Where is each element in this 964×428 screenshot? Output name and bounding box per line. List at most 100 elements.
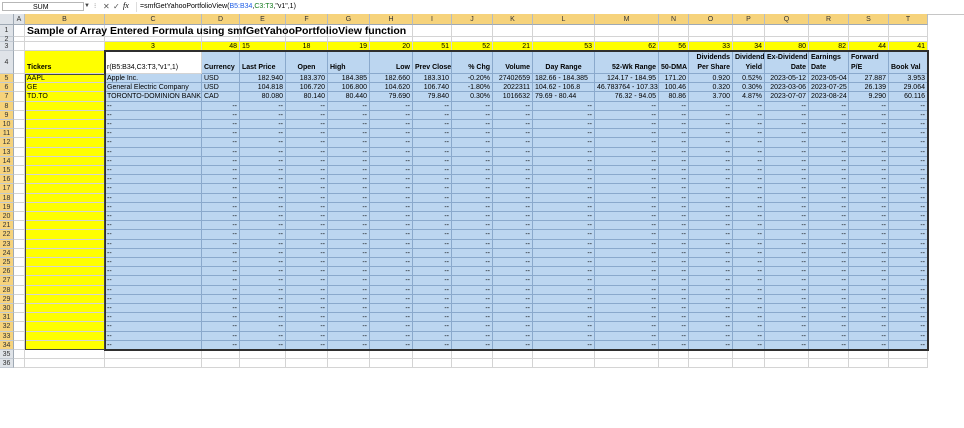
data-cell[interactable]: 80.440 xyxy=(328,92,370,102)
ticker-cell[interactable] xyxy=(25,248,105,258)
data-cell[interactable]: -- xyxy=(370,304,413,314)
row-header-21[interactable]: 21 xyxy=(0,221,14,231)
data-cell[interactable]: -- xyxy=(533,193,595,203)
data-cell[interactable]: -- xyxy=(413,304,452,314)
data-cell[interactable]: -- xyxy=(413,285,452,295)
row-header-6[interactable]: 6 xyxy=(0,83,14,93)
data-cell[interactable]: -- xyxy=(849,175,889,185)
data-cell[interactable]: 79.840 xyxy=(413,92,452,102)
data-cell[interactable]: -- xyxy=(595,147,659,157)
data-cell[interactable]: -- xyxy=(533,322,595,332)
data-cell[interactable]: -- xyxy=(659,156,689,166)
data-cell[interactable]: -- xyxy=(493,230,533,240)
data-cell[interactable]: -- xyxy=(328,230,370,240)
data-cell[interactable]: -- xyxy=(733,340,765,350)
field-code-cell[interactable]: 52 xyxy=(452,42,493,51)
data-cell[interactable]: -- xyxy=(286,340,328,350)
column-header-t[interactable]: T xyxy=(889,14,928,25)
cell[interactable] xyxy=(328,359,370,368)
data-cell[interactable]: -- xyxy=(889,184,928,194)
data-cell[interactable]: -- xyxy=(202,110,240,120)
cell[interactable] xyxy=(689,350,733,359)
data-cell[interactable]: 2023-03-06 xyxy=(765,83,809,93)
data-cell[interactable]: -- xyxy=(689,166,733,176)
cell[interactable] xyxy=(413,359,452,368)
data-cell[interactable]: -- xyxy=(105,212,202,222)
data-cell[interactable]: -- xyxy=(105,248,202,258)
cell[interactable] xyxy=(202,350,240,359)
data-cell[interactable]: -- xyxy=(286,294,328,304)
data-cell[interactable]: -- xyxy=(328,101,370,111)
column-title-d[interactable]: Currency xyxy=(202,51,240,74)
data-cell[interactable]: -- xyxy=(659,294,689,304)
column-header-c[interactable]: C xyxy=(105,14,202,25)
row-header-7[interactable]: 7 xyxy=(0,92,14,102)
data-cell[interactable]: -- xyxy=(413,202,452,212)
data-cell[interactable]: 182.660 xyxy=(370,74,413,84)
data-cell[interactable]: USD xyxy=(202,83,240,93)
data-cell[interactable]: -- xyxy=(659,285,689,295)
data-cell[interactable]: -- xyxy=(452,138,493,148)
data-cell[interactable]: -- xyxy=(765,202,809,212)
cell[interactable] xyxy=(14,340,25,350)
cell[interactable] xyxy=(370,350,413,359)
row-header-29[interactable]: 29 xyxy=(0,294,14,304)
cell[interactable] xyxy=(14,147,25,157)
data-cell[interactable]: -- xyxy=(493,322,533,332)
data-cell[interactable]: -- xyxy=(493,267,533,277)
data-cell[interactable]: -- xyxy=(202,322,240,332)
data-cell[interactable]: -- xyxy=(240,285,286,295)
row-header-32[interactable]: 32 xyxy=(0,322,14,332)
data-cell[interactable]: -- xyxy=(849,129,889,139)
cell[interactable] xyxy=(533,359,595,368)
data-cell[interactable]: 80.140 xyxy=(286,92,328,102)
data-cell[interactable]: -- xyxy=(733,138,765,148)
data-cell[interactable]: -- xyxy=(240,322,286,332)
column-header-p[interactable]: P xyxy=(733,14,765,25)
row-header-1[interactable]: 1 xyxy=(0,25,14,37)
data-cell[interactable]: -- xyxy=(240,304,286,314)
cell[interactable] xyxy=(14,322,25,332)
cell[interactable] xyxy=(14,101,25,111)
ticker-cell[interactable] xyxy=(25,138,105,148)
cell[interactable] xyxy=(14,331,25,341)
data-cell[interactable]: -- xyxy=(533,175,595,185)
data-cell[interactable]: -- xyxy=(533,138,595,148)
data-cell[interactable]: -- xyxy=(493,129,533,139)
data-cell[interactable]: -- xyxy=(493,304,533,314)
data-cell[interactable]: -- xyxy=(286,120,328,130)
data-cell[interactable]: 0.30% xyxy=(733,83,765,93)
data-cell[interactable]: -- xyxy=(452,276,493,286)
column-header-h[interactable]: H xyxy=(370,14,413,25)
data-cell[interactable]: -- xyxy=(202,239,240,249)
data-cell[interactable]: -- xyxy=(286,322,328,332)
column-title-i[interactable]: Prev Close xyxy=(413,51,452,74)
cell[interactable] xyxy=(14,212,25,222)
cell[interactable] xyxy=(25,25,105,37)
data-cell[interactable]: -- xyxy=(595,110,659,120)
cell[interactable] xyxy=(105,25,202,37)
data-cell[interactable]: -- xyxy=(659,276,689,286)
data-cell[interactable]: -- xyxy=(286,184,328,194)
data-cell[interactable]: -- xyxy=(659,248,689,258)
data-cell[interactable]: -- xyxy=(659,322,689,332)
cell[interactable] xyxy=(595,25,659,37)
tickers-header[interactable]: Tickers xyxy=(25,51,105,74)
data-cell[interactable]: -- xyxy=(493,202,533,212)
data-cell[interactable]: -- xyxy=(733,221,765,231)
ticker-cell[interactable] xyxy=(25,258,105,268)
data-cell[interactable]: -- xyxy=(765,138,809,148)
data-cell[interactable]: -- xyxy=(286,101,328,111)
data-cell[interactable]: -- xyxy=(452,313,493,323)
data-cell[interactable]: -- xyxy=(733,193,765,203)
data-cell[interactable]: -- xyxy=(105,304,202,314)
data-cell[interactable]: -- xyxy=(286,313,328,323)
cell[interactable] xyxy=(14,193,25,203)
select-all-corner[interactable] xyxy=(0,14,14,25)
data-cell[interactable]: -- xyxy=(240,267,286,277)
data-cell[interactable]: -- xyxy=(659,304,689,314)
cell[interactable] xyxy=(370,359,413,368)
cell[interactable] xyxy=(595,359,659,368)
ticker-cell[interactable] xyxy=(25,276,105,286)
cell[interactable] xyxy=(14,37,25,42)
